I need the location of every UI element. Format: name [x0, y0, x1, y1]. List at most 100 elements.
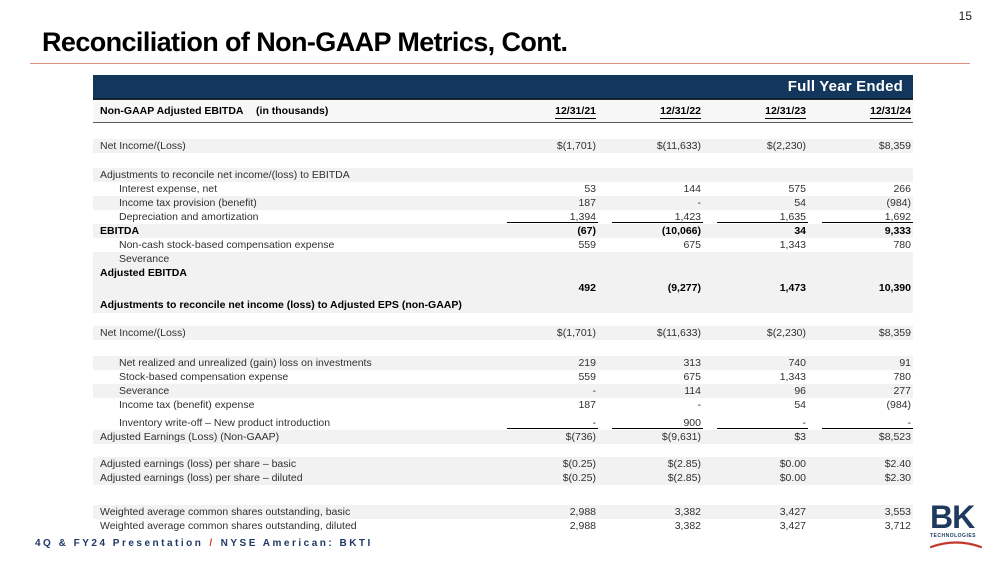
row-label: Severance — [119, 385, 170, 397]
table-row: Adjustments to reconcile net income/(los… — [93, 168, 913, 182]
table-row: Net realized and unrealized (gain) loss … — [93, 356, 913, 370]
row-value: 575 — [788, 183, 806, 195]
logo-text: BK — [930, 499, 975, 535]
row-value: (984) — [886, 197, 911, 209]
footer-text: 4Q & FY24 Presentation / NYSE American: BK… — [35, 538, 373, 549]
row-value: - — [592, 385, 597, 397]
table-row: Severance — [93, 252, 913, 266]
row-value: $0.00 — [779, 472, 806, 484]
row-value: 1,692 — [808, 211, 913, 223]
row-value: 91 — [899, 357, 911, 369]
table-row: Adjusted EBITDA 492 (9,277) 1,473 10,390 — [93, 266, 913, 297]
row-value: 559 — [578, 371, 596, 383]
row-label: Weighted average common shares outstandi… — [100, 520, 357, 532]
column-header-3: 12/31/23 — [703, 105, 808, 119]
table-header-label: Non-GAAP Adjusted EBITDA (in thousands) — [93, 105, 493, 117]
row-value: 740 — [788, 357, 806, 369]
row-value: 1,343 — [779, 239, 806, 251]
row-label: Stock-based compensation expense — [119, 371, 289, 383]
table-row: Depreciation and amortization 1,394 1,423 1… — [93, 210, 913, 224]
row-label: Adjustments to reconcile net income (los… — [100, 299, 462, 311]
row-value: 2,988 — [569, 520, 596, 532]
row-value: 3,712 — [884, 520, 911, 532]
table-row: Weighted average common shares outstandi… — [93, 505, 913, 519]
row-value: 96 — [794, 385, 806, 397]
footer-right: NYSE American: BKTI — [220, 538, 373, 549]
column-header-text: 12/31/23 — [765, 105, 806, 119]
footer-left: 4Q & FY24 Presentation — [35, 538, 204, 549]
row-value: 1,423 — [598, 211, 703, 223]
row-value: 187 — [578, 197, 596, 209]
row-label: Adjusted EBITDA — [100, 267, 187, 279]
row-value: (10,066) — [661, 225, 701, 237]
row-label: Inventory write-off – New product introd… — [119, 417, 331, 429]
row-label: Net Income/(Loss) — [100, 327, 186, 339]
row-value: 54 — [794, 399, 806, 411]
row-value: 54 — [794, 197, 806, 209]
row-label: Adjusted earnings (loss) per share – bas… — [100, 458, 297, 470]
row-value: 1,473 — [779, 282, 806, 294]
row-value: $(2,230) — [766, 140, 806, 152]
row-value: 3,382 — [674, 520, 701, 532]
row-label: Adjusted earnings (loss) per share – dil… — [100, 472, 303, 484]
row-value: 3,382 — [674, 506, 701, 518]
row-label: Depreciation and amortization — [119, 211, 259, 223]
table-spacer — [93, 485, 913, 505]
row-value: - — [697, 399, 702, 411]
table-spacer — [93, 444, 913, 457]
table-spacer — [93, 340, 913, 356]
table-spacer — [93, 313, 913, 326]
row-value: (67) — [577, 225, 596, 237]
row-value: - — [703, 417, 808, 429]
row-label: Income tax (benefit) expense — [119, 399, 255, 411]
row-value: 34 — [794, 225, 806, 237]
row-value: $8,523 — [878, 431, 911, 443]
column-header-1: 12/31/21 — [493, 105, 598, 119]
row-value: $(1,701) — [556, 140, 596, 152]
table-row: Weighted average common shares outstandi… — [93, 519, 913, 533]
bk-technologies-logo: BK TECHNOLOGIES — [930, 501, 986, 549]
table-spacer — [93, 153, 913, 168]
row-value: - — [808, 417, 913, 429]
table-row: Adjustments to reconcile net income (los… — [93, 297, 913, 313]
row-value: $(2.85) — [667, 472, 701, 484]
row-value: 1,635 — [703, 211, 808, 223]
table-row: Inventory write-off – New product introd… — [93, 416, 913, 430]
table-row: Income tax (benefit) expense 187 - 54 (984) — [93, 398, 913, 412]
logo-swoosh-icon — [930, 541, 982, 549]
financial-table: Full Year Ended Non-GAAP Adjusted EBITDA… — [93, 75, 913, 533]
logo-subtext: TECHNOLOGIES — [930, 533, 977, 539]
table-row: Income tax provision (benefit) 187 - 54 (984… — [93, 196, 913, 210]
row-value: 1,394 — [493, 211, 598, 223]
row-value: 266 — [893, 183, 911, 195]
row-value: (984) — [886, 399, 911, 411]
row-label: Weighted average common shares outstandi… — [100, 506, 351, 518]
row-value: $0.00 — [779, 458, 806, 470]
column-header-2: 12/31/22 — [598, 105, 703, 119]
row-value: $(0.25) — [562, 458, 596, 470]
column-header-text: 12/31/24 — [870, 105, 911, 119]
row-value: 1,343 — [779, 371, 806, 383]
table-header-row: Non-GAAP Adjusted EBITDA (in thousands) … — [93, 99, 913, 123]
row-value: 53 — [584, 183, 596, 195]
table-row: Adjusted earnings (loss) per share – dil… — [93, 471, 913, 485]
row-value: 780 — [893, 371, 911, 383]
row-label: Income tax provision (benefit) — [119, 197, 257, 209]
row-label: Net Income/(Loss) — [100, 140, 186, 152]
row-value: $3 — [794, 431, 806, 443]
row-value: 675 — [683, 239, 701, 251]
row-value: $8,359 — [878, 140, 911, 152]
header-label-main: Non-GAAP Adjusted EBITDA — [100, 105, 244, 117]
row-value: 3,553 — [884, 506, 911, 518]
row-value: 3,427 — [779, 520, 806, 532]
table-row: Severance - 114 96 277 — [93, 384, 913, 398]
row-value: $(11,633) — [656, 327, 701, 339]
row-label: Interest expense, net — [119, 183, 218, 195]
table-body: Net Income/(Loss) $(1,701) $(11,633) $(2,23… — [93, 123, 913, 533]
row-value: $2.30 — [884, 472, 911, 484]
row-label: Net realized and unrealized (gain) loss … — [119, 357, 372, 369]
row-value: $(9,631) — [661, 431, 701, 443]
header-label-note: (in thousands) — [256, 105, 329, 117]
table-row: Net Income/(Loss) $(1,701) $(11,633) $(2,23… — [93, 326, 913, 340]
column-header-4: 12/31/24 — [808, 105, 913, 119]
